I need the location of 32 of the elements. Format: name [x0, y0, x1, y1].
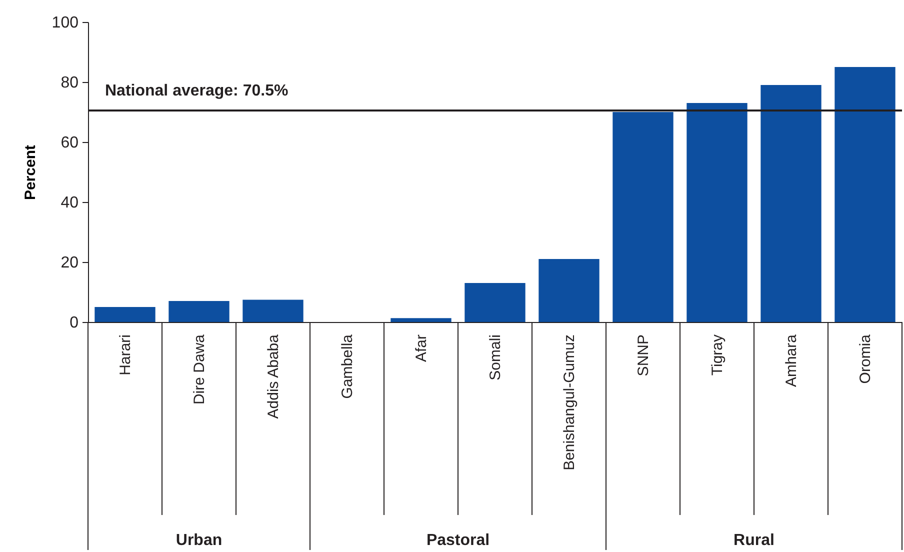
x-tick-label: Dire Dawa [191, 334, 208, 405]
x-tick-label: Tigray [709, 334, 726, 376]
bar [760, 85, 822, 322]
bar [168, 301, 230, 322]
bar [686, 103, 748, 322]
y-tick-label: 100 [52, 14, 79, 32]
x-tick-label: Somali [487, 334, 504, 380]
x-tick-label: Afar [413, 334, 430, 362]
bar [464, 283, 526, 322]
y-tick-label: 20 [60, 254, 79, 272]
y-tick-label: 80 [60, 74, 79, 92]
x-tick-label: Gambella [339, 334, 356, 399]
text: Rural [734, 532, 774, 549]
bar [390, 318, 452, 322]
y-axis-title: Percent [22, 144, 39, 200]
x-tick-label: Amhara [783, 334, 800, 388]
x-tick-label: Harari [117, 334, 134, 376]
x-tick-label: SNNP [635, 334, 652, 376]
text: Urban [176, 532, 222, 549]
text: Pastoral [426, 532, 490, 549]
bar [612, 112, 674, 322]
bar [834, 67, 896, 322]
bar [242, 300, 304, 322]
y-tick-label: 60 [60, 134, 79, 152]
ref-line-label: National average: 70.5% [105, 82, 288, 100]
x-tick-label: Addis Ababa [265, 334, 282, 419]
bar [94, 307, 156, 322]
y-tick-label: 40 [60, 194, 79, 212]
x-tick-label: Oromia [857, 334, 874, 384]
y-tick-label: 0 [70, 314, 79, 332]
bar [538, 259, 600, 322]
x-tick-label: Benishangul-Gumuz [561, 334, 578, 470]
